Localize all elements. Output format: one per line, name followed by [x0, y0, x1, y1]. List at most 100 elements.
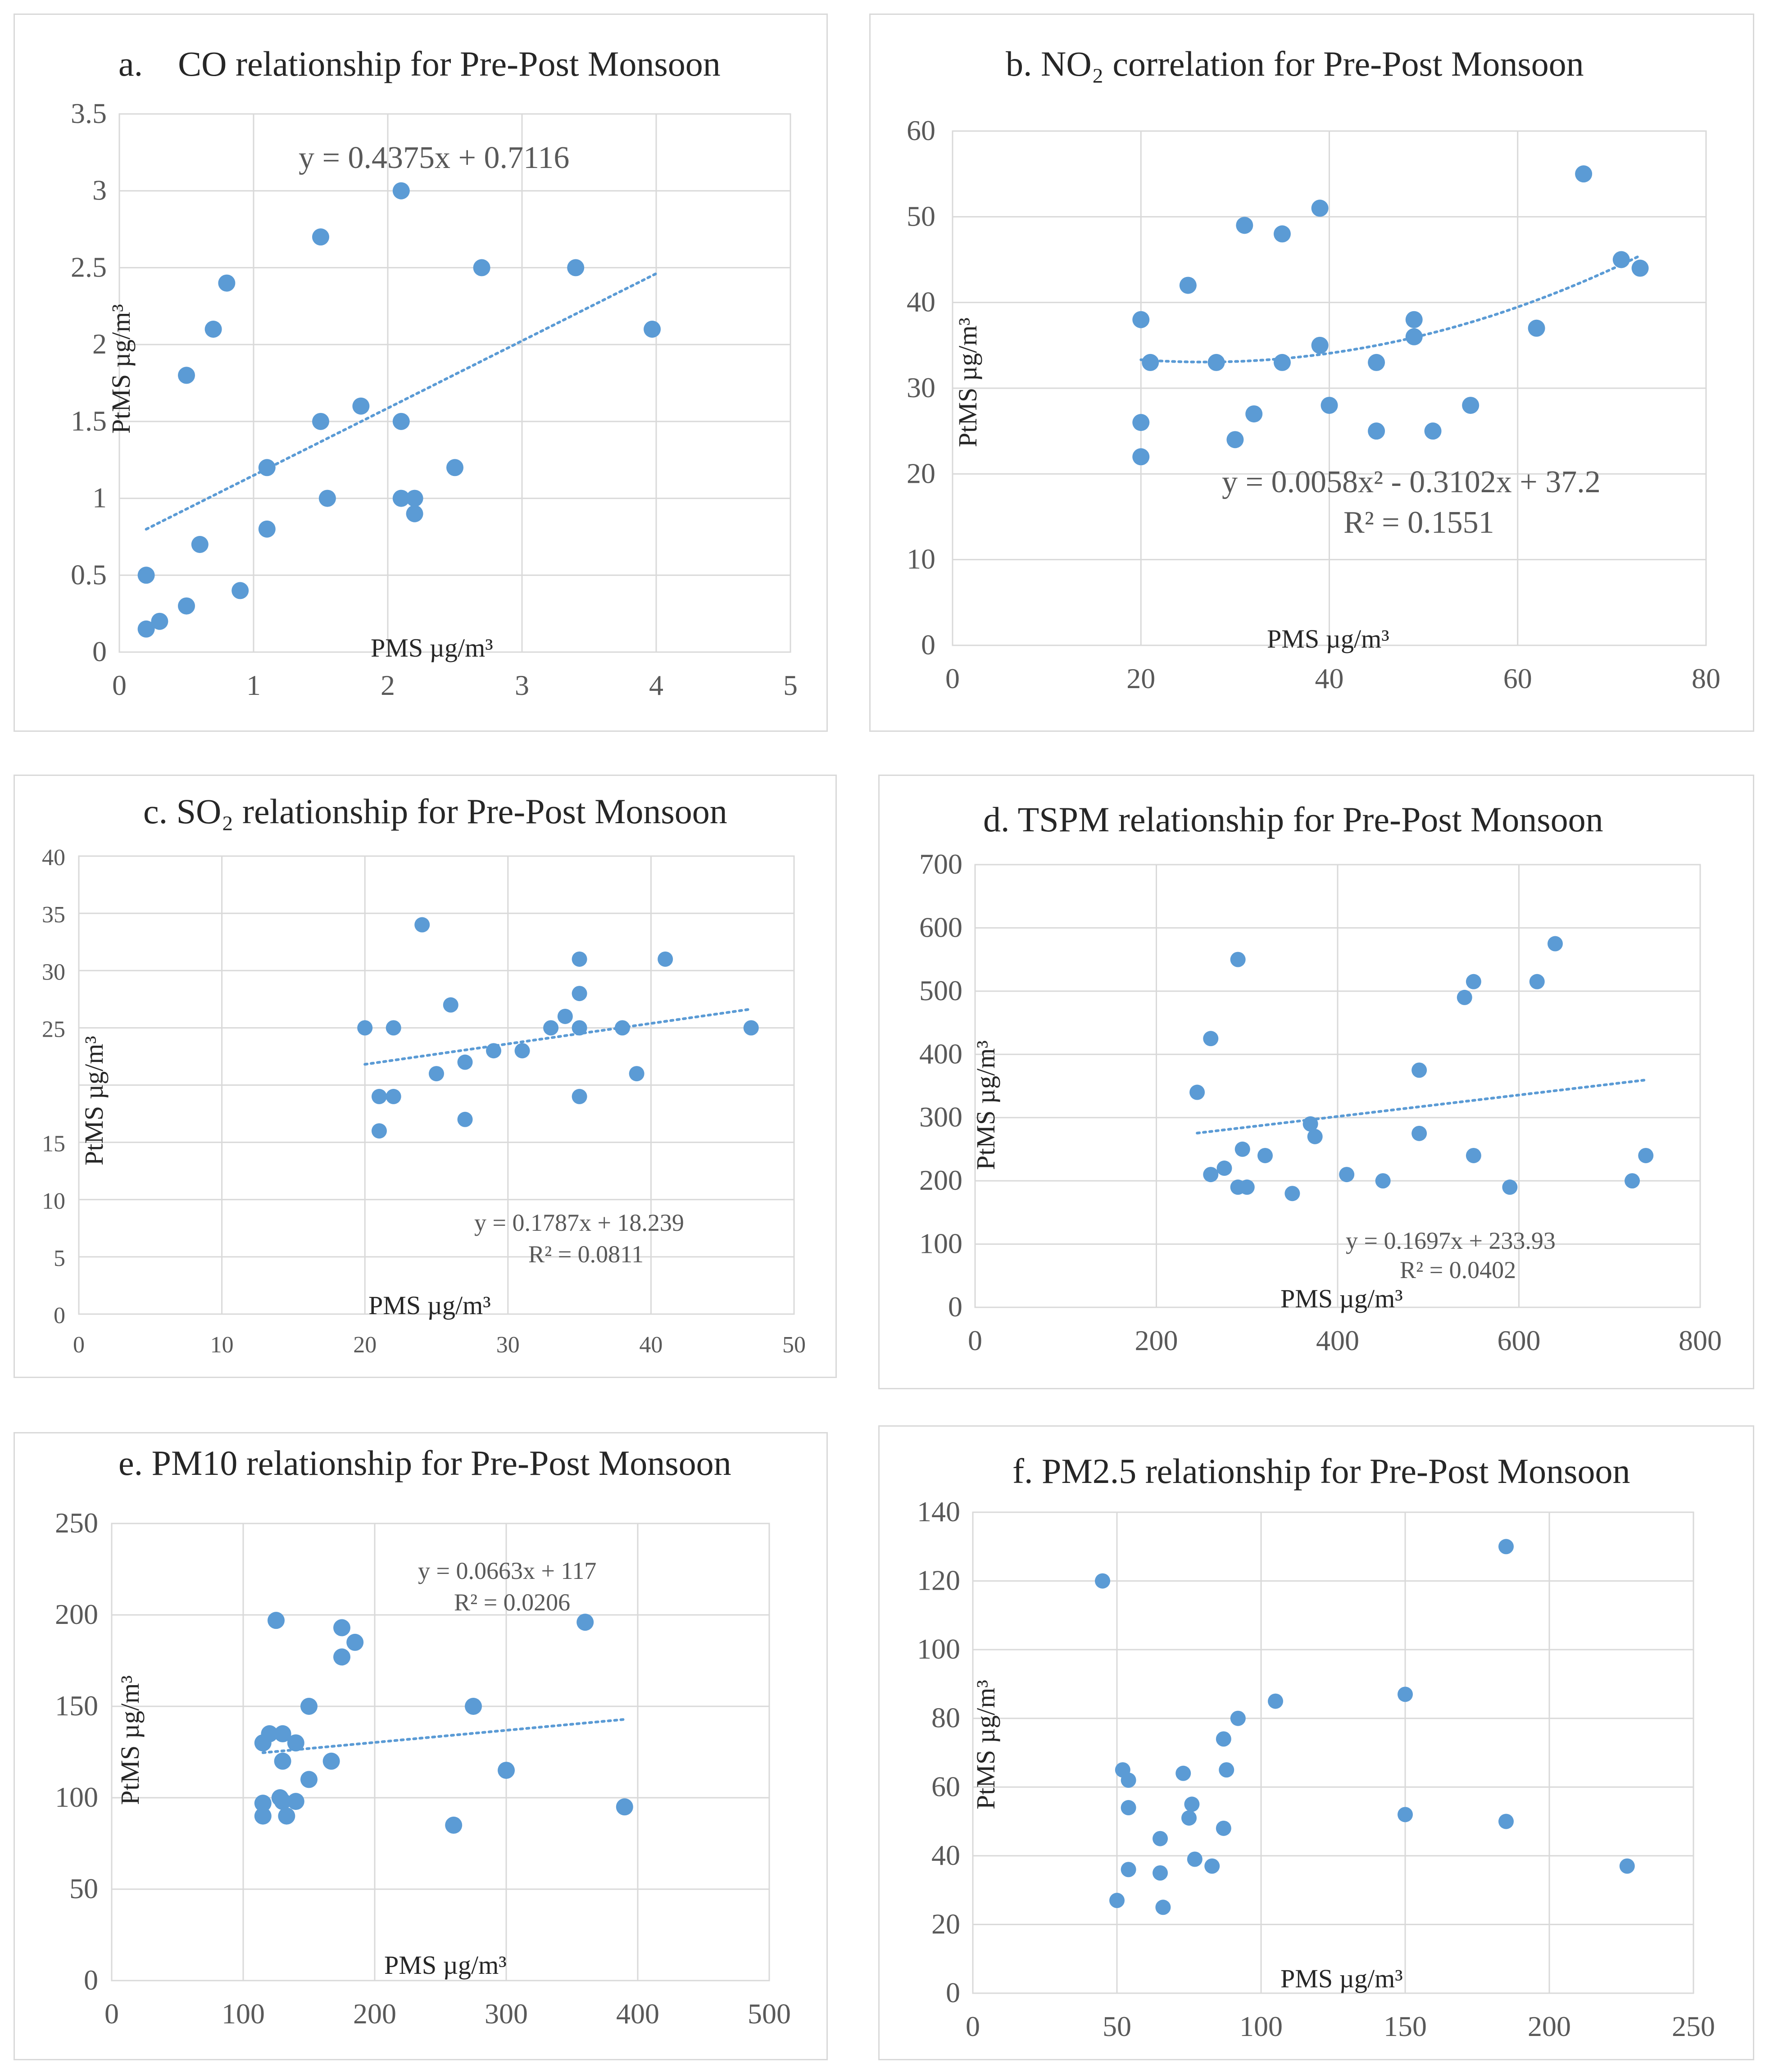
x-tick-label: 0: [104, 1998, 119, 2030]
data-point: [1268, 1693, 1283, 1709]
y-tick-label: 40: [931, 1839, 960, 1871]
plot-area: 0 20 40 60 80 0 10 20 30 40 50 60: [907, 114, 1720, 694]
chart-title: f. PM2.5 relationship for Pre-Post Monso…: [1012, 1451, 1630, 1491]
y-tick-label: 2: [92, 328, 107, 360]
chart-title: c. SO₂ relationship for Pre-Post Monsoon: [143, 792, 727, 831]
data-point: [1405, 311, 1423, 328]
y-tick-label: 15: [42, 1131, 65, 1157]
plot-frame: [974, 864, 1701, 1308]
y-tick-label: 700: [919, 848, 962, 880]
data-point: [1230, 1710, 1246, 1726]
data-point: [629, 1066, 644, 1082]
data-point: [1498, 1539, 1514, 1555]
data-point: [178, 597, 195, 615]
data-point: [1204, 1858, 1220, 1874]
data-point: [1619, 1858, 1635, 1874]
x-tick-label: 3: [515, 669, 529, 701]
data-point: [1502, 1179, 1518, 1195]
x-tick-label: 40: [639, 1332, 663, 1358]
x-tick-label: 80: [1692, 662, 1720, 694]
data-point: [287, 1793, 304, 1810]
y-tick-label: 0: [948, 1291, 962, 1323]
r-squared: R² = 0.0402: [1400, 1256, 1516, 1283]
x-tick-label: 2: [381, 669, 395, 701]
data-point: [498, 1762, 515, 1779]
chart-panel-so2: 0 10 20 30 40 50 0 5 10 15 25 30 35 40 c. SO₂ relatio…: [14, 775, 837, 1378]
data-point: [254, 1795, 272, 1812]
data-point: [1462, 397, 1480, 414]
y-tick-label: 0.5: [71, 558, 107, 590]
data-point: [1273, 354, 1291, 371]
data-point: [572, 1088, 587, 1104]
data-point: [386, 1020, 401, 1036]
y-tick-label: 30: [907, 372, 935, 404]
data-point: [406, 490, 423, 507]
trendline-equation: y = 0.0663x + 117: [418, 1557, 596, 1584]
x-tick-label: 0: [945, 662, 960, 694]
y-tick-label: 1.5: [71, 405, 107, 437]
y-tick-label: 250: [55, 1507, 98, 1539]
r-squared: R² = 0.0206: [454, 1589, 570, 1616]
data-point: [1216, 1731, 1231, 1747]
x-tick-label: 4: [649, 669, 663, 701]
y-tick-label: 120: [917, 1564, 960, 1596]
trendline-equation: y = 0.0058x² - 0.3102x + 37.2: [1222, 465, 1601, 499]
data-point: [1175, 1765, 1191, 1781]
y-tick-label: 10: [42, 1188, 65, 1214]
data-point: [406, 505, 423, 522]
y-axis-label: PtMS µg/m³: [953, 317, 982, 447]
data-point: [1189, 1084, 1205, 1100]
y-tick-label: 20: [907, 457, 935, 489]
data-point: [261, 1725, 278, 1742]
trendline: [363, 1007, 753, 1066]
y-tick-label: 400: [919, 1038, 962, 1070]
y-axis-label: PtMS µg/m³: [971, 1680, 1000, 1809]
data-point: [352, 397, 370, 415]
data-point: [1203, 1031, 1219, 1047]
data-point: [1625, 1173, 1640, 1189]
y-tick-label: 40: [907, 286, 935, 318]
y-tick-label: 300: [919, 1101, 962, 1133]
chart-panel-tspm: 0 200 400 600 800 0 100 200 300 400 500 600 700 d. T…: [878, 775, 1754, 1389]
x-tick-label: 200: [353, 1998, 396, 2030]
trendline: [1196, 1079, 1647, 1135]
chart-title: d. TSPM relationship for Pre-Post Monsoo…: [983, 800, 1603, 839]
y-tick-label: 0: [921, 629, 935, 661]
x-tick-label: 0: [966, 2010, 980, 2042]
data-point: [287, 1734, 304, 1752]
x-tick-label: 200: [1135, 1324, 1178, 1356]
x-axis-label: PMS µg/m³: [384, 1950, 507, 1980]
y-tick-label: 30: [42, 959, 65, 985]
x-tick-label: 1: [246, 669, 261, 701]
data-point: [274, 1725, 291, 1742]
y-tick-label: 20: [931, 1908, 960, 1940]
data-point: [616, 1798, 633, 1816]
trendline-equation: y = 0.4375x + 0.7116: [299, 141, 569, 175]
y-tick-label: 0: [84, 1964, 98, 1996]
x-tick-label: 0: [73, 1332, 85, 1358]
data-point: [178, 367, 195, 384]
data-point: [1142, 354, 1159, 371]
x-tick-label: 800: [1679, 1324, 1722, 1356]
y-tick-label: 3: [92, 174, 107, 206]
x-axis-label: PMS µg/m³: [368, 1291, 491, 1320]
plot-frame: [111, 1523, 770, 1981]
plot-area: 0 10 20 30 40 50 0 5 10 15 25 30 35 40: [42, 845, 806, 1358]
data-point: [1132, 414, 1150, 431]
data-point: [1207, 354, 1225, 371]
y-tick-label: 600: [919, 911, 962, 943]
data-point: [1466, 1147, 1481, 1163]
plot-frame: [972, 1511, 1694, 1994]
data-point: [1153, 1831, 1168, 1846]
data-point: [1612, 251, 1630, 268]
x-tick-label: 10: [210, 1332, 234, 1358]
y-tick-label: 100: [55, 1781, 98, 1813]
y-tick-label: 100: [917, 1633, 960, 1665]
y-axis-label: PtMS µg/m³: [106, 304, 136, 434]
data-point: [1284, 1186, 1300, 1201]
data-point: [300, 1698, 318, 1715]
data-point: [1631, 259, 1649, 277]
data-point: [333, 1619, 350, 1637]
data-point: [465, 1698, 482, 1715]
data-point: [1398, 1687, 1413, 1702]
